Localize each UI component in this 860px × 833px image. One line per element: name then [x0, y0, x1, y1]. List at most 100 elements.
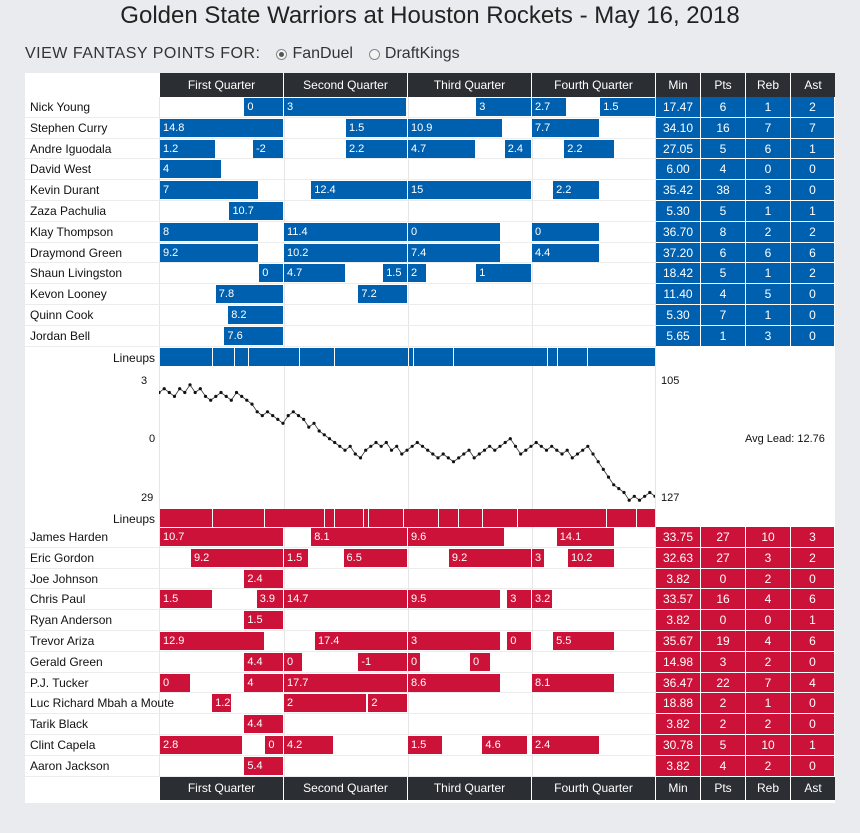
fantasy-bar: 1.5	[346, 118, 407, 137]
lineup-change-tick	[403, 509, 405, 527]
lead-point	[591, 452, 595, 456]
fantasy-bar: 4.7	[408, 139, 476, 158]
fantasy-bar: 4.7	[284, 264, 345, 283]
lead-point	[539, 444, 543, 448]
player-name: P.J. Tucker	[30, 675, 89, 690]
stat-ast: 6	[791, 631, 835, 652]
fantasy-bar: 0	[507, 632, 531, 650]
fantasy-bar: 7	[160, 181, 259, 200]
fantasy-bar: 14.1	[556, 528, 615, 546]
lead-point	[333, 440, 337, 445]
footer-min: Min	[656, 776, 701, 800]
stat-reb: 7	[746, 672, 791, 694]
fantasy-bar: 4.4	[244, 715, 283, 734]
lead-bottom-right: 127	[661, 492, 680, 504]
stat-ast: 0	[791, 325, 835, 347]
footer-pts: Pts	[701, 776, 746, 800]
lead-point	[348, 444, 352, 448]
fantasy-bar: 1.5	[600, 98, 655, 116]
stat-reb: 2	[746, 755, 791, 777]
lead-point	[493, 448, 497, 452]
stat-ast: 0	[791, 159, 835, 181]
lead-point	[214, 394, 218, 398]
fantasy-bar: 4.4	[532, 243, 600, 262]
lead-point	[255, 410, 259, 414]
lead-point	[250, 402, 254, 406]
grid-line-q3	[532, 97, 533, 776]
fantasy-bar: 10.9	[408, 118, 503, 137]
lead-point	[420, 444, 425, 448]
footer-ast: Ast	[791, 776, 835, 800]
lead-point	[643, 494, 647, 498]
stat-min: 3.82	[656, 714, 701, 735]
lead-point	[317, 429, 321, 433]
row-divider	[25, 734, 655, 735]
stat-ast: 1	[791, 735, 835, 756]
stat-reb: 4	[746, 589, 791, 611]
grid-line-q4	[655, 97, 656, 776]
fantasy-bar: 7.7	[532, 118, 600, 137]
stat-ast: 2	[791, 221, 835, 243]
fantasy-bar: 1.2	[160, 139, 215, 158]
lineup-bar	[160, 348, 655, 366]
row-divider	[25, 324, 655, 326]
lineup-change-tick	[408, 348, 409, 366]
stat-ast: 0	[791, 305, 835, 326]
draftkings-label[interactable]: DraftKings	[384, 45, 460, 62]
fantasy-bar: 12.4	[311, 181, 407, 200]
lead-point	[162, 387, 166, 391]
stat-ast: 6	[791, 242, 835, 264]
lead-point	[343, 448, 347, 452]
lineup-change-tick	[333, 348, 335, 366]
fanduel-radio[interactable]	[276, 48, 288, 60]
lead-point	[358, 456, 363, 460]
fanduel-label[interactable]: FanDuel	[292, 45, 353, 62]
player-name: Andre Iguodala	[30, 141, 112, 156]
stat-pts: 16	[701, 589, 746, 611]
fantasy-bar: 2.2	[346, 139, 407, 158]
stat-ast: 0	[791, 568, 835, 590]
player-name: Trevor Ariza	[30, 634, 95, 648]
player-name: Kevon Looney	[30, 287, 107, 302]
lead-point	[240, 394, 244, 398]
lead-point	[482, 448, 487, 452]
fantasy-bar: 3	[507, 590, 531, 609]
stat-min: 11.40	[656, 284, 701, 305]
stat-min: 37.20	[656, 242, 701, 264]
fantasy-bar: 2	[408, 264, 426, 283]
lineup-change-tick	[437, 509, 439, 527]
stat-reb: 0	[746, 610, 791, 631]
row-divider	[25, 262, 655, 264]
stat-min: 36.70	[656, 221, 701, 243]
player-name: James Harden	[30, 530, 109, 544]
lead-point	[596, 460, 600, 464]
lead-point	[586, 444, 590, 448]
lead-zero: 0	[149, 433, 156, 445]
player-name: Gerald Green	[30, 654, 103, 669]
lineup-change-tick	[363, 509, 365, 527]
header-q2: Second Quarter	[284, 73, 408, 97]
lead-point	[188, 383, 192, 387]
lead-point	[327, 437, 332, 441]
player-name: Kevin Durant	[30, 183, 100, 198]
footer-q1: First Quarter	[160, 776, 284, 800]
stat-pts: 2	[701, 693, 746, 715]
stat-ast: 1	[791, 610, 835, 631]
stat-pts: 5	[701, 138, 746, 160]
row-divider	[25, 345, 655, 347]
row-divider	[25, 567, 655, 569]
lead-point	[286, 414, 290, 418]
lead-chart	[159, 383, 655, 502]
lineup-change-tick	[333, 509, 335, 527]
player-name: Klay Thompson	[30, 224, 114, 239]
fantasy-bar: 2.2	[564, 139, 615, 158]
player-name: Draymond Green	[30, 245, 123, 260]
stat-min: 33.57	[656, 589, 701, 611]
lead-line	[159, 384, 655, 501]
lead-point	[219, 390, 223, 395]
lead-point	[488, 444, 492, 448]
draftkings-radio[interactable]	[368, 48, 380, 60]
stat-ast: 0	[791, 693, 835, 715]
fantasy-bar: 1.5	[383, 264, 407, 283]
lead-point	[467, 448, 471, 452]
